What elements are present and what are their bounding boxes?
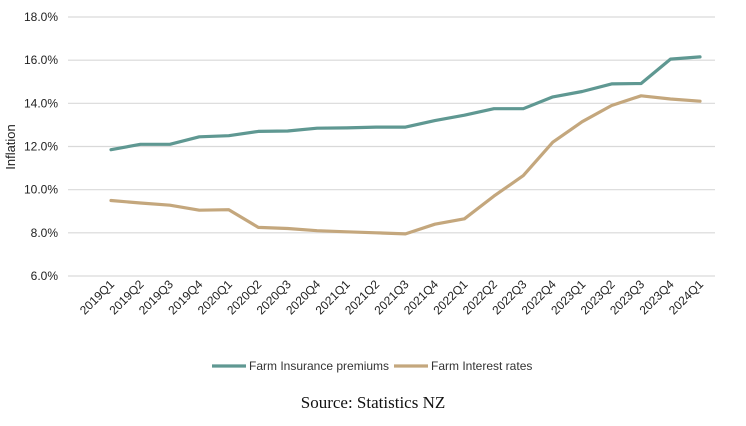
y-tick-label: 18.0% [24,10,58,24]
source-caption: Source: Statistics NZ [300,393,446,412]
series-lines [109,55,702,236]
y-axis-label: Inflation [3,124,18,170]
legend-label: Farm Interest rates [431,359,532,373]
y-axis-ticks: 6.0% 8.0% 10.0% 12.0% 14.0% 16.0% 18.0% [24,10,58,283]
y-tick-label: 10.0% [24,183,58,197]
y-tick-label: 16.0% [24,53,58,67]
legend: Farm Insurance premiums Farm Interest rat… [212,359,532,373]
legend-item: Farm Insurance premiums [212,359,389,373]
line-chart: 6.0% 8.0% 10.0% 12.0% 14.0% 16.0% 18.0% 2019Q1… [3,10,715,373]
y-tick-label: 8.0% [31,226,59,240]
y-tick-label: 14.0% [24,96,58,110]
gridlines [68,16,715,277]
series-line-1 [109,94,702,236]
series-line-0 [109,55,702,152]
x-axis-ticks: 2019Q12019Q22019Q32019Q42020Q12020Q22020… [77,277,706,317]
legend-label: Farm Insurance premiums [249,359,389,373]
legend-item: Farm Interest rates [394,359,532,373]
y-tick-label: 12.0% [24,140,58,154]
y-tick-label: 6.0% [31,269,59,283]
